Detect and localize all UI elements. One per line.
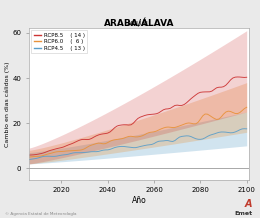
Text: © Agencia Estatal de Meteorología: © Agencia Estatal de Meteorología — [5, 212, 77, 216]
Title: ARABA/ÁLAVA: ARABA/ÁLAVA — [104, 19, 174, 28]
Text: A: A — [245, 199, 252, 209]
Text: ANUAL: ANUAL — [127, 21, 151, 27]
Legend: RCP8.5    ( 14 ), RCP6.0    (  6 ), RCP4.5    ( 13 ): RCP8.5 ( 14 ), RCP6.0 ( 6 ), RCP4.5 ( 13… — [31, 30, 87, 53]
X-axis label: Año: Año — [132, 196, 146, 205]
Y-axis label: Cambio en dias cálidos (%): Cambio en dias cálidos (%) — [4, 61, 10, 147]
Text: Emet: Emet — [234, 211, 252, 216]
